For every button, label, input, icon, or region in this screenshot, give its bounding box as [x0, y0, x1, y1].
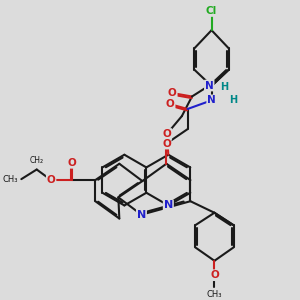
Text: O: O — [68, 158, 76, 168]
Text: Cl: Cl — [206, 6, 217, 16]
Text: N: N — [207, 95, 216, 105]
Text: O: O — [162, 139, 171, 148]
Text: O: O — [163, 129, 171, 139]
Text: H: H — [220, 82, 228, 92]
Text: N: N — [164, 200, 173, 211]
Text: O: O — [47, 175, 56, 185]
Text: CH₃: CH₃ — [3, 175, 18, 184]
Text: CH₂: CH₂ — [30, 156, 44, 165]
Text: N: N — [137, 210, 146, 220]
Text: CH₃: CH₃ — [207, 290, 222, 298]
Text: O: O — [210, 270, 219, 280]
Text: O: O — [168, 88, 177, 98]
Text: N: N — [205, 80, 214, 91]
Text: O: O — [166, 99, 175, 109]
Text: H: H — [229, 95, 237, 105]
